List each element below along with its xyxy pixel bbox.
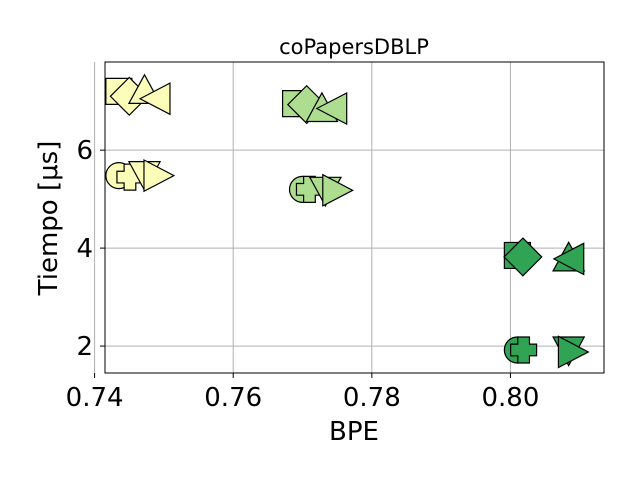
x-tick-label: 0.78	[343, 383, 401, 413]
data-point-diamond	[503, 237, 543, 277]
x-tick-label: 0.74	[66, 383, 124, 413]
x-tick-label: 0.80	[481, 383, 539, 413]
chart-title: coPapersDBLP	[279, 35, 429, 59]
y-tick-label: 6	[76, 136, 93, 166]
y-tick-label: 2	[76, 332, 93, 362]
data-point-triangle-left	[315, 91, 348, 126]
x-tick-label: 0.76	[204, 383, 262, 413]
data-point-triangle-left	[138, 82, 171, 116]
y-tick-label: 4	[76, 234, 93, 264]
data-point-triangle-left	[552, 242, 585, 276]
y-axis-label: Tiempo [μs]	[34, 141, 64, 297]
x-axis-label: BPE	[329, 417, 379, 447]
data-point-triangle-right	[322, 173, 354, 207]
data-point-triangle-right	[557, 335, 590, 369]
data-point-plus	[510, 336, 538, 364]
plot-frame	[104, 61, 605, 374]
data-point-triangle-right	[143, 159, 176, 193]
